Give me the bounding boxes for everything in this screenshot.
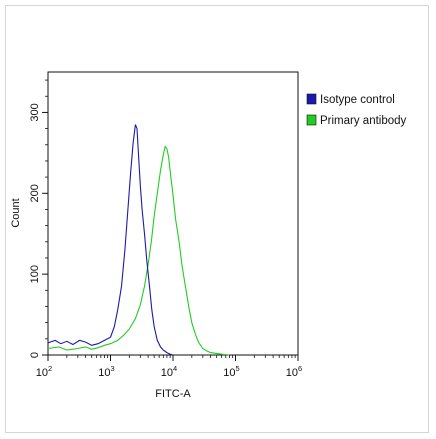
series-primary-antibody-line	[47, 124, 174, 356]
x-tick-label: 106	[286, 364, 302, 379]
x-tick-base: 10	[223, 367, 235, 379]
y-tick-label: 0	[29, 352, 41, 358]
legend-swatch-primary-antibody	[306, 114, 317, 126]
x-tick-exponent: 3	[111, 364, 115, 373]
x-tick-base: 10	[36, 367, 48, 379]
x-tick-label: 105	[223, 364, 239, 379]
x-axis-title: FITC-A	[155, 388, 191, 400]
legend-label-primary-antibody: Primary antibody	[320, 115, 407, 127]
x-tick-label: 104	[161, 364, 177, 379]
series-isotype-control-line	[47, 145, 230, 356]
x-tick-base: 10	[161, 367, 173, 379]
legend-label-isotype-control: Isotype control	[320, 94, 395, 106]
x-tick-exponent: 5	[236, 364, 240, 373]
x-tick-exponent: 6	[298, 364, 302, 373]
plot-area	[47, 71, 299, 356]
y-axis-title: Count	[10, 198, 22, 227]
legend: Isotype control Primary antibody	[306, 93, 407, 127]
x-tick-base: 10	[286, 367, 298, 379]
y-axis-ticks: 0 100 200 300	[29, 79, 48, 358]
y-tick-label: 100	[29, 265, 41, 283]
x-tick-label: 103	[98, 364, 114, 379]
x-axis-ticks: 102 103 104 105 106	[36, 355, 302, 379]
x-tick-exponent: 2	[48, 364, 52, 373]
x-tick-exponent: 4	[173, 364, 177, 373]
y-tick-label: 300	[29, 103, 41, 121]
y-tick-label: 200	[29, 184, 41, 202]
x-tick-label: 102	[36, 364, 52, 379]
x-tick-base: 10	[98, 367, 110, 379]
legend-swatch-isotype-control	[306, 93, 317, 105]
